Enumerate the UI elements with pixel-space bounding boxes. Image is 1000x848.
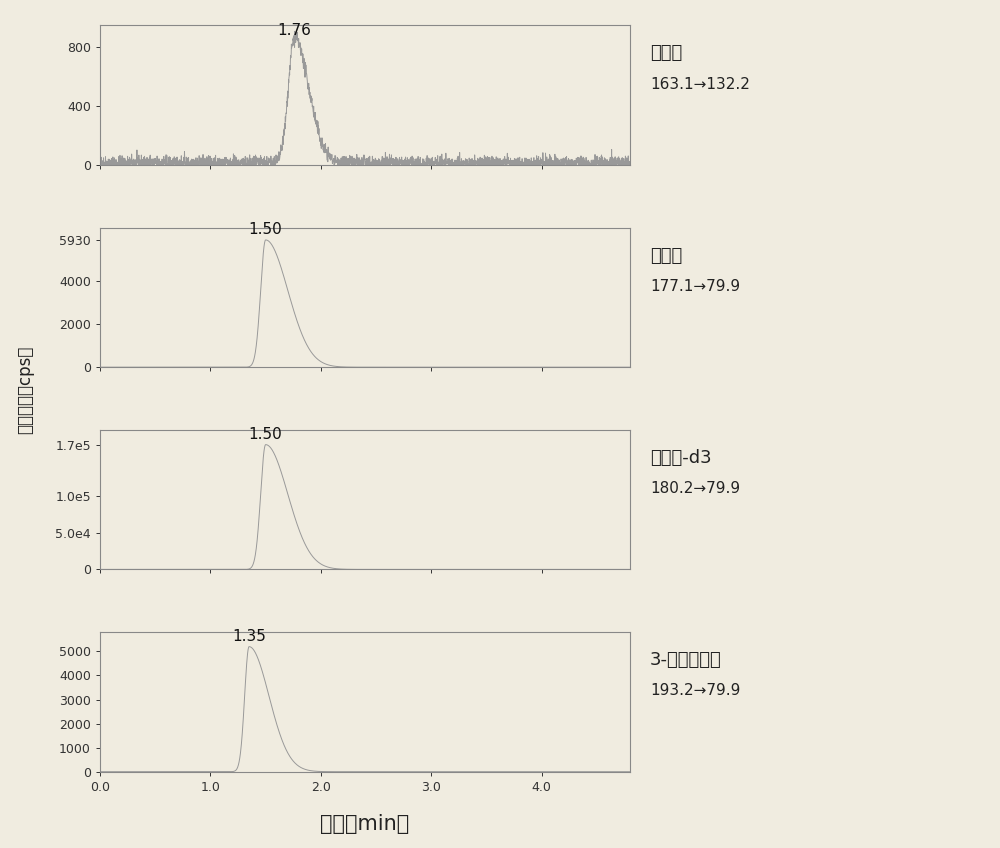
Text: 1.35: 1.35	[232, 629, 266, 644]
Text: 绝对强度（cps）: 绝对强度（cps）	[16, 346, 34, 434]
Text: 163.1→132.2: 163.1→132.2	[650, 76, 750, 92]
Text: 1.50: 1.50	[249, 427, 283, 442]
Text: 3-羟基可替宁: 3-羟基可替宁	[650, 651, 722, 669]
Text: 可替宁: 可替宁	[650, 247, 682, 265]
Text: 193.2→79.9: 193.2→79.9	[650, 683, 740, 698]
Text: 1.50: 1.50	[249, 222, 283, 237]
Text: 时间（min）: 时间（min）	[320, 814, 410, 834]
Text: 177.1→79.9: 177.1→79.9	[650, 279, 740, 293]
Text: 180.2→79.9: 180.2→79.9	[650, 481, 740, 496]
Text: 尼古丁: 尼古丁	[650, 44, 682, 63]
Text: 可替宁-d3: 可替宁-d3	[650, 449, 712, 467]
Text: 1.76: 1.76	[277, 23, 311, 37]
